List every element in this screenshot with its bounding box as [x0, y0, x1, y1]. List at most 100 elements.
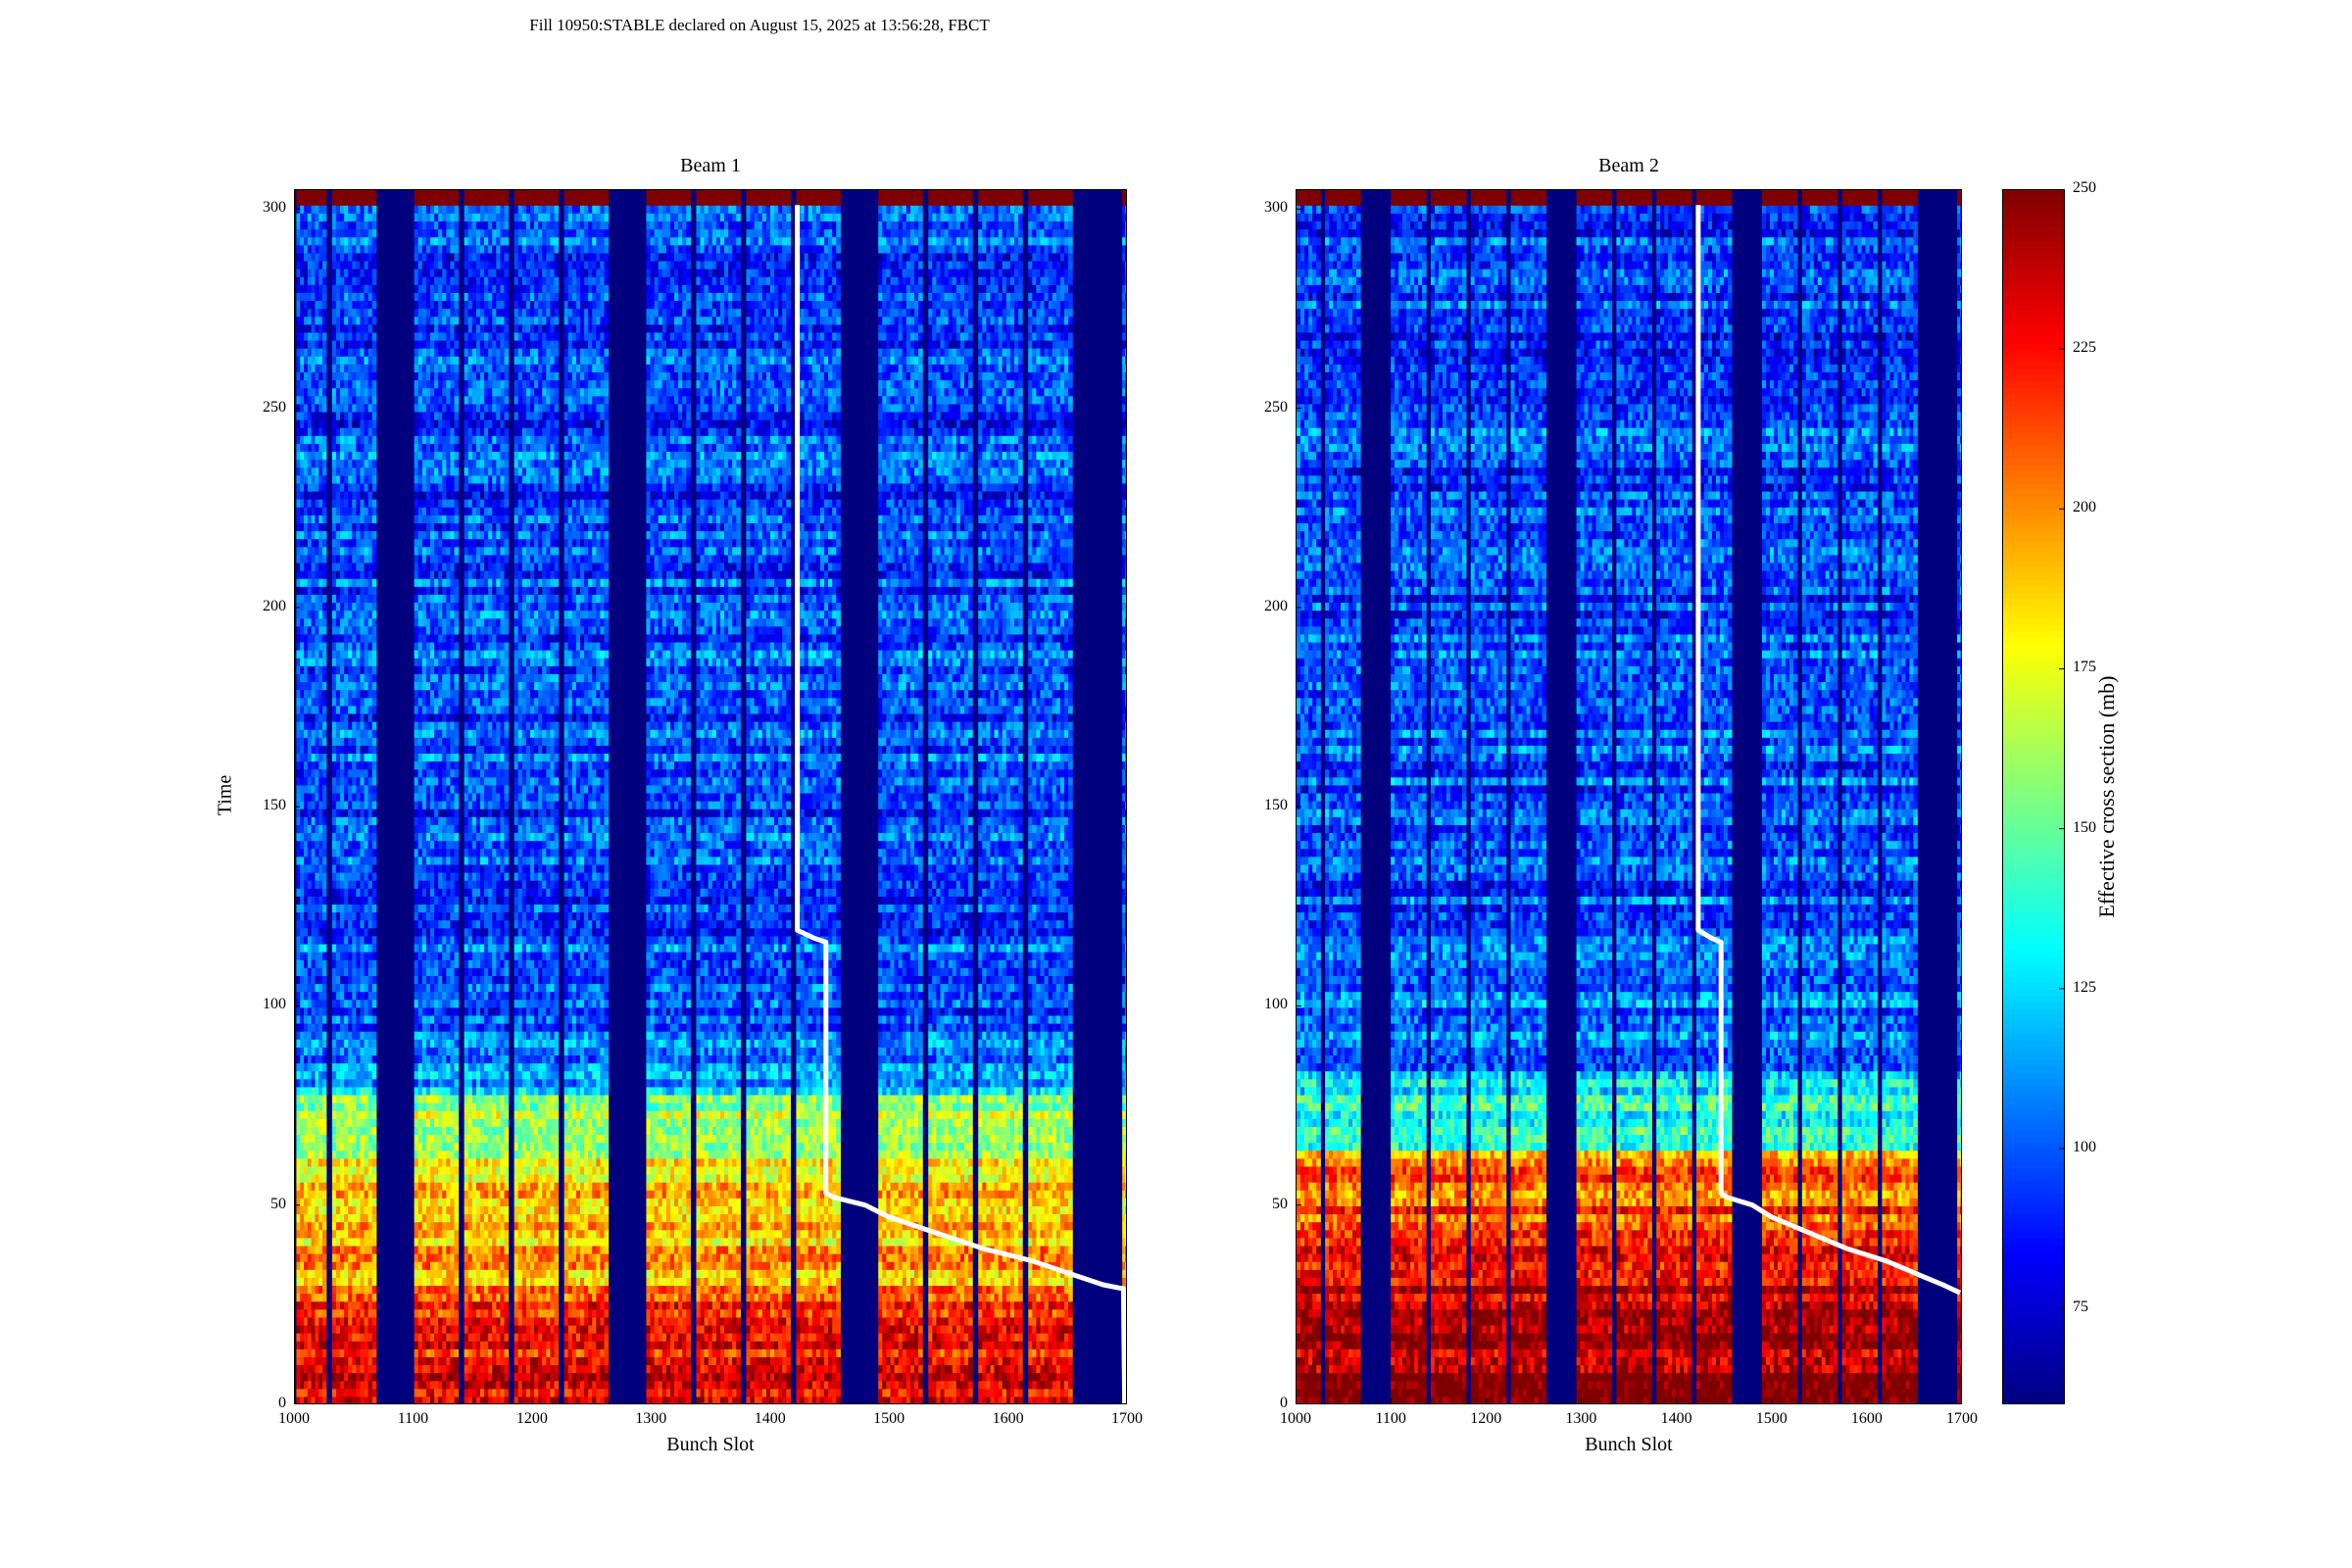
- heatmap-cell: [308, 857, 312, 865]
- heatmap-cell: [434, 1205, 439, 1214]
- heatmap-cell: [332, 499, 337, 508]
- heatmap-cell: [415, 539, 419, 548]
- heatmap-cell: [365, 467, 369, 476]
- heatmap-cell: [318, 1356, 322, 1365]
- heatmap-cell: [454, 753, 459, 761]
- heatmap-cell: [430, 880, 435, 889]
- heatmap-cell: [315, 1039, 318, 1048]
- heatmap-cell: [315, 1182, 318, 1191]
- heatmap-cell: [438, 220, 443, 229]
- heatmap-cell: [336, 1007, 341, 1016]
- heatmap-cell: [418, 1261, 423, 1270]
- heatmap-cell: [344, 507, 349, 515]
- heatmap-cell: [446, 1222, 451, 1231]
- heatmap-cell: [356, 483, 361, 492]
- heatmap-cell: [296, 1190, 300, 1199]
- heatmap-cell: [496, 1182, 501, 1191]
- heatmap-cell: [415, 1373, 419, 1382]
- heatmap-cell: [356, 1285, 361, 1294]
- heatmap-cell: [352, 563, 357, 571]
- heatmap-cell: [356, 1118, 361, 1127]
- heatmap-cell: [446, 1031, 451, 1040]
- heatmap-cell: [356, 522, 361, 531]
- heatmap-cell: [322, 967, 326, 976]
- heatmap-cell: [300, 1309, 304, 1318]
- heatmap-cell: [488, 1389, 493, 1397]
- heatmap-cell: [352, 1381, 357, 1390]
- heatmap-cell: [352, 197, 357, 206]
- heatmap-cell: [365, 1396, 369, 1404]
- heatmap-cell: [332, 1079, 337, 1088]
- heatmap-cell: [344, 618, 349, 627]
- heatmap-cell: [360, 1063, 365, 1072]
- heatmap-cell: [360, 808, 365, 817]
- heatmap-cell: [446, 340, 451, 349]
- heatmap-cell: [300, 611, 304, 619]
- heatmap-cell: [426, 427, 431, 436]
- heatmap-cell: [415, 1222, 419, 1231]
- heatmap-cell: [430, 769, 435, 778]
- heatmap-cell: [438, 1301, 443, 1310]
- heatmap-cell: [430, 205, 435, 214]
- heatmap-cell: [434, 1396, 439, 1404]
- heatmap-cell: [336, 944, 341, 953]
- heatmap-cell: [422, 912, 427, 921]
- heatmap-cell: [472, 1126, 477, 1135]
- heatmap-cell: [308, 824, 312, 833]
- heatmap-cell: [322, 801, 326, 809]
- heatmap-cell: [450, 578, 455, 587]
- heatmap-cell: [480, 1230, 485, 1239]
- heatmap-cell: [465, 1381, 469, 1390]
- heatmap-cell: [344, 1213, 349, 1222]
- heatmap-cell: [450, 1110, 455, 1119]
- heatmap-cell: [356, 737, 361, 746]
- heatmap-cell: [296, 1238, 300, 1247]
- heatmap-cell: [308, 690, 312, 699]
- heatmap-cell: [450, 880, 455, 889]
- heatmap-cell: [372, 642, 377, 651]
- heatmap-cell: [296, 292, 300, 301]
- heatmap-cell: [344, 1294, 349, 1302]
- heatmap-cell: [372, 547, 377, 556]
- heatmap-cell: [356, 284, 361, 293]
- heatmap-cell: [426, 300, 431, 309]
- heatmap-cell: [454, 460, 459, 468]
- heatmap-cell: [434, 785, 439, 794]
- heatmap-cell: [340, 1205, 345, 1214]
- heatmap-cell: [304, 737, 308, 746]
- heatmap-cell: [446, 1356, 451, 1365]
- heatmap-cell: [418, 245, 423, 254]
- heatmap-cell: [430, 952, 435, 960]
- heatmap-cell: [296, 1007, 300, 1016]
- heatmap-cell: [434, 531, 439, 540]
- heatmap-cell: [372, 1031, 377, 1040]
- heatmap-cell: [308, 832, 312, 841]
- heatmap-cell: [300, 737, 304, 746]
- heatmap-cell: [312, 507, 316, 515]
- heatmap-cell: [454, 380, 459, 389]
- heatmap-cell: [318, 467, 322, 476]
- heatmap-cell: [422, 269, 427, 277]
- heatmap-cell: [418, 992, 423, 1001]
- heatmap-cell: [296, 1151, 300, 1159]
- heatmap-cell: [356, 276, 361, 285]
- heatmap-cell: [312, 1238, 316, 1247]
- heatmap-cell: [304, 1341, 308, 1349]
- heatmap-cell: [332, 1095, 337, 1103]
- heatmap-cell: [300, 594, 304, 603]
- heatmap-cell: [356, 300, 361, 309]
- heatmap-cell: [434, 189, 439, 198]
- heatmap-cell: [465, 1126, 469, 1135]
- heatmap-cell: [472, 1166, 477, 1175]
- heatmap-cell: [438, 1190, 443, 1199]
- heatmap-cell: [434, 237, 439, 246]
- heatmap-cell: [304, 753, 308, 761]
- heatmap-cell: [308, 841, 312, 850]
- heatmap-cell: [422, 467, 427, 476]
- heatmap-cell: [322, 460, 326, 468]
- heatmap-cell: [372, 690, 377, 699]
- heatmap-cell: [336, 213, 341, 221]
- heatmap-cell: [340, 904, 345, 912]
- heatmap-cell: [360, 849, 365, 858]
- heatmap-cell: [454, 1285, 459, 1294]
